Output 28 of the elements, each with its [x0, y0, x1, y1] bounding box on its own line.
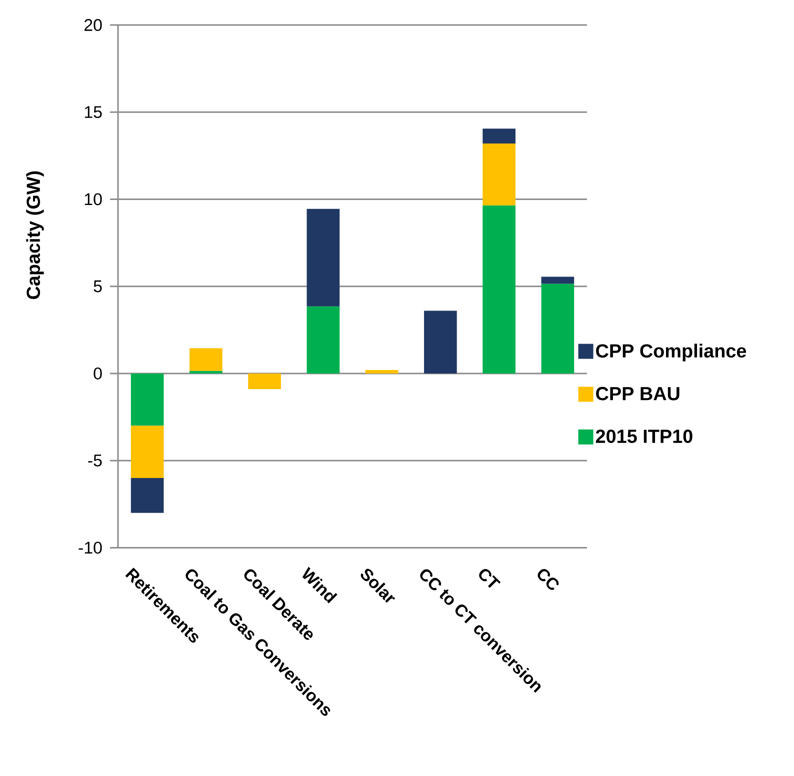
bar — [190, 370, 222, 374]
y-tick-label: -10 — [78, 542, 102, 554]
bar — [541, 276, 574, 284]
y-tick-label: 5 — [94, 280, 102, 292]
y-tick-label: 20 — [84, 19, 102, 31]
bar — [306, 208, 340, 306]
x-tick-label: CC — [538, 568, 559, 590]
bar — [482, 143, 516, 206]
y-tick-label: 10 — [84, 193, 102, 206]
x-tick-label: CT — [479, 568, 501, 588]
bar — [365, 370, 398, 374]
legend-label: 2015 ITP10 — [596, 430, 692, 444]
bar — [190, 348, 222, 371]
y-axis-title: Capacity (GW) — [26, 171, 44, 300]
bar — [130, 478, 164, 513]
legend-label: CPP BAU — [596, 386, 680, 400]
y-tick-label: 15 — [84, 106, 102, 118]
bar — [541, 284, 574, 374]
bar — [248, 373, 281, 390]
legend-label: CPP Compliance — [596, 344, 746, 362]
bar — [130, 373, 164, 426]
y-tick-label: 0 — [94, 367, 102, 380]
bar — [424, 310, 457, 374]
bar — [130, 426, 164, 478]
bar — [306, 306, 340, 374]
bar — [482, 205, 516, 374]
y-tick-label: -5 — [88, 454, 102, 466]
bar — [482, 128, 516, 144]
